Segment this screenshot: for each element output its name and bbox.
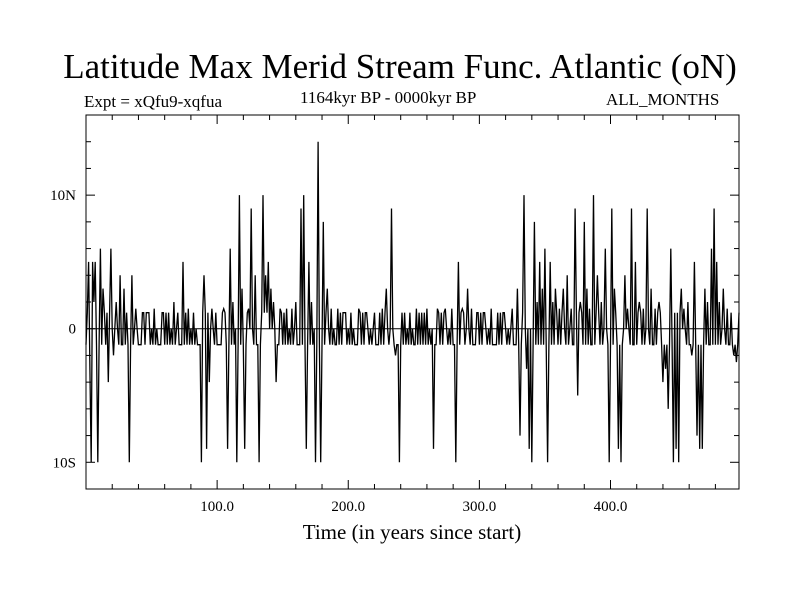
x-tick-label: 300.0: [462, 499, 496, 515]
x-tick-label: 400.0: [594, 499, 628, 515]
months-label: ALL_MONTHS: [606, 90, 720, 109]
y-tick-label: 10N: [50, 188, 76, 204]
series-line: [85, 141, 740, 463]
y-tick-label: 10S: [53, 455, 76, 471]
y-tick-label: 0: [69, 322, 77, 338]
experiment-label: Expt = xQfu9-xqfua: [84, 92, 223, 111]
x-tick-label: 100.0: [200, 499, 234, 515]
period-label: 1164kyr BP - 0000kyr BP: [300, 88, 477, 107]
x-tick-label: 200.0: [331, 499, 365, 515]
x-axis-label: Time (in years since start): [302, 520, 522, 544]
chart-title: Latitude Max Merid Stream Func. Atlantic…: [63, 47, 737, 86]
